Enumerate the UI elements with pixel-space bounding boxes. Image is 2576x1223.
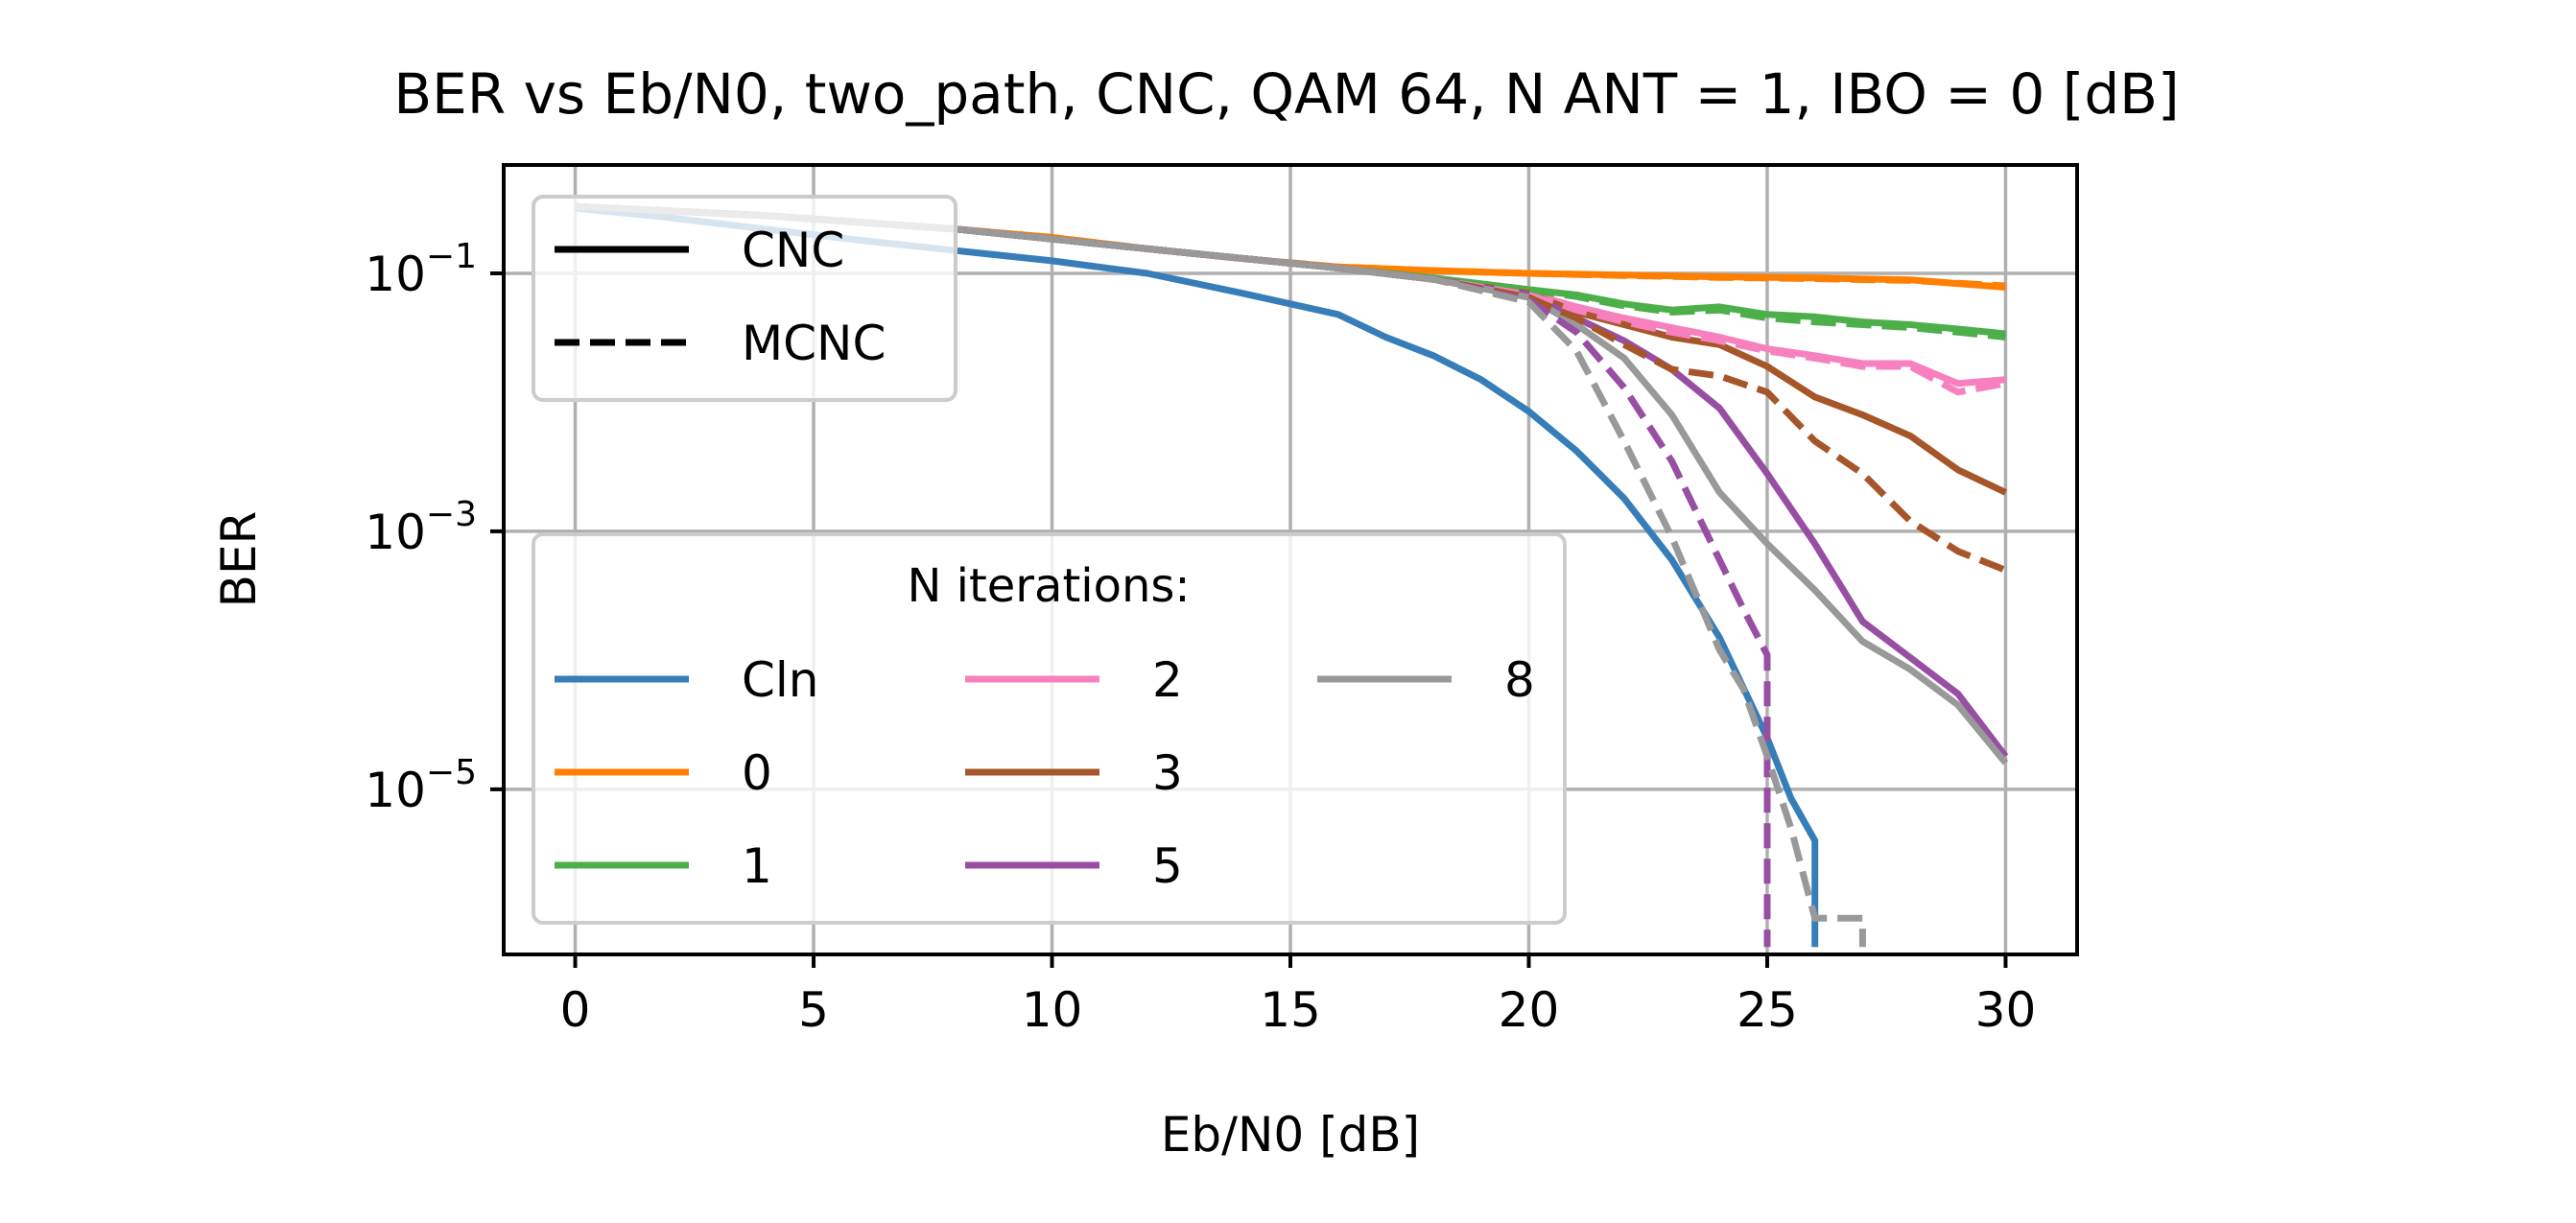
legend-label-mcnc: MCNC xyxy=(742,316,886,371)
x-axis-label: Eb/N0 [dB] xyxy=(1161,1107,1420,1163)
x-tick-label: 30 xyxy=(1975,982,2037,1038)
plot-frame xyxy=(502,163,2079,956)
series-line-8-mcnc xyxy=(575,202,1866,948)
legend-label-1: 1 xyxy=(742,838,772,894)
legend-label-cnc: CNC xyxy=(742,223,844,278)
y-tick-label: 10−5 xyxy=(365,753,477,818)
series-layer xyxy=(575,202,2009,948)
x-tick-label: 15 xyxy=(1260,982,1321,1038)
legend-label-2: 2 xyxy=(1152,652,1183,708)
legend-label-0: 0 xyxy=(742,745,772,801)
legend-label-5: 5 xyxy=(1152,838,1183,894)
chart-title: BER vs Eb/N0, two_path, CNC, QAM 64, N A… xyxy=(393,61,2179,127)
x-tick-label: 5 xyxy=(798,982,829,1038)
x-tick-label: 10 xyxy=(1022,982,1083,1038)
legend-label-8: 8 xyxy=(1504,652,1535,708)
x-tick-label: 25 xyxy=(1737,982,1798,1038)
legend-label-cln: Cln xyxy=(742,652,819,708)
y-axis-ticks: 10−1 10−3 10−5 xyxy=(365,237,504,818)
x-tick-label: 20 xyxy=(1499,982,1560,1038)
legend-label-3: 3 xyxy=(1152,745,1183,801)
legend-title: N iterations: xyxy=(907,559,1190,613)
color-legend: N iterations: Cln 0 1 2 3 5 8 xyxy=(532,532,1567,925)
x-tick-label: 0 xyxy=(560,982,591,1038)
x-axis-ticks: 0 5 10 15 20 25 30 xyxy=(560,954,2037,1038)
style-legend: CNC MCNC xyxy=(532,195,957,402)
y-tick-label: 10−1 xyxy=(365,237,477,302)
y-tick-label: 10−3 xyxy=(365,495,477,560)
y-axis-label: BER xyxy=(211,511,267,608)
